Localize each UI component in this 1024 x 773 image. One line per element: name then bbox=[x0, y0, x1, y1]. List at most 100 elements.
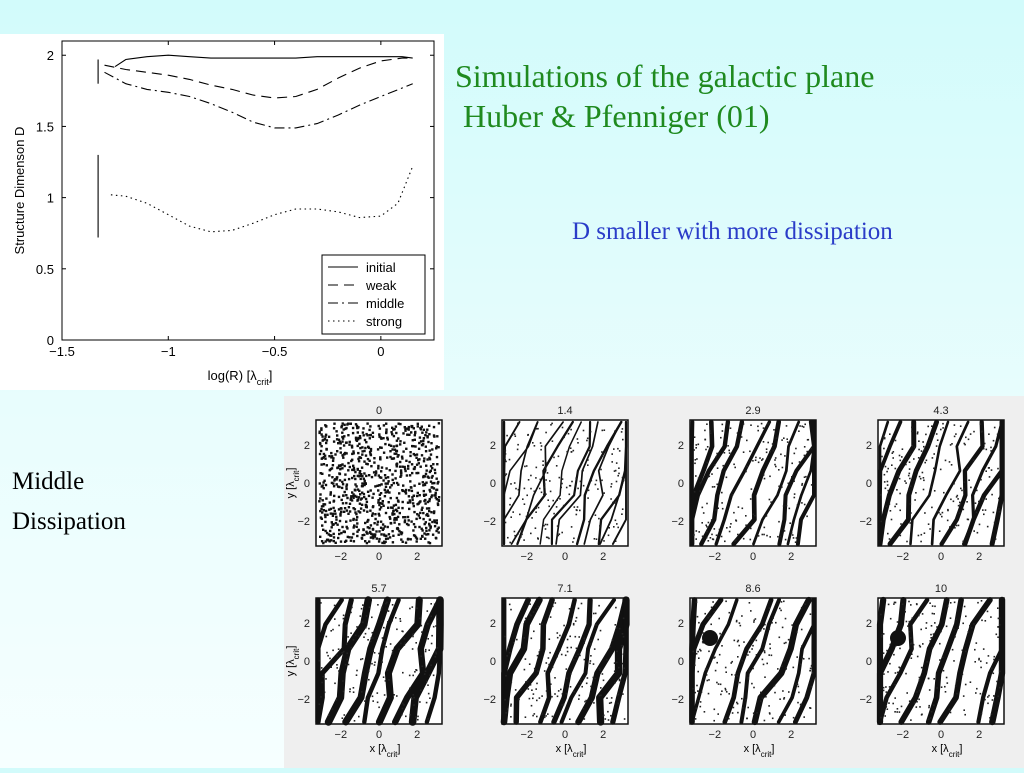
particle bbox=[766, 662, 768, 665]
particle bbox=[953, 660, 955, 662]
particle bbox=[380, 533, 383, 536]
particle bbox=[428, 529, 431, 532]
particle bbox=[378, 530, 381, 533]
particle bbox=[615, 627, 618, 629]
particle bbox=[763, 651, 766, 654]
particle bbox=[708, 679, 710, 681]
particle bbox=[373, 535, 377, 538]
particle bbox=[417, 471, 420, 475]
particle bbox=[401, 630, 403, 632]
particle bbox=[600, 694, 602, 697]
particle bbox=[401, 489, 404, 492]
particle bbox=[553, 456, 555, 459]
particle bbox=[913, 446, 916, 449]
particle bbox=[887, 671, 889, 673]
particle bbox=[750, 527, 752, 530]
particle bbox=[589, 660, 592, 662]
particle bbox=[509, 497, 512, 500]
particle bbox=[370, 465, 373, 468]
particle bbox=[504, 453, 507, 455]
particle bbox=[373, 522, 376, 525]
particle bbox=[592, 663, 595, 665]
particle bbox=[328, 540, 331, 543]
particle bbox=[425, 507, 429, 510]
particle bbox=[337, 648, 340, 650]
particle bbox=[383, 694, 386, 696]
particle bbox=[511, 434, 514, 436]
particle bbox=[612, 501, 614, 504]
particle bbox=[335, 699, 338, 701]
particle bbox=[387, 533, 391, 536]
particle bbox=[339, 514, 342, 517]
particle bbox=[346, 658, 348, 661]
particle bbox=[589, 662, 591, 665]
particle bbox=[325, 678, 327, 680]
particle bbox=[435, 488, 439, 491]
particle bbox=[788, 691, 790, 693]
particle bbox=[339, 512, 342, 515]
particle bbox=[412, 523, 416, 526]
particle bbox=[425, 431, 428, 434]
particle bbox=[437, 480, 440, 484]
particle bbox=[924, 512, 926, 514]
particle bbox=[389, 455, 392, 459]
particle bbox=[386, 438, 389, 441]
particle bbox=[386, 482, 389, 485]
particle bbox=[739, 429, 742, 432]
particle bbox=[711, 538, 714, 540]
particle bbox=[946, 682, 949, 684]
particle bbox=[384, 641, 386, 643]
particle bbox=[332, 499, 336, 502]
particle bbox=[881, 634, 883, 636]
particle bbox=[603, 429, 606, 431]
particle bbox=[391, 426, 394, 429]
particle bbox=[757, 461, 760, 464]
particle bbox=[408, 433, 411, 436]
particle bbox=[374, 661, 376, 664]
particle bbox=[701, 506, 704, 509]
particle bbox=[370, 532, 373, 536]
particle bbox=[741, 507, 744, 510]
particle bbox=[424, 445, 427, 448]
particle bbox=[998, 659, 1000, 661]
particle bbox=[377, 464, 380, 468]
particle bbox=[757, 429, 759, 432]
particle bbox=[760, 700, 762, 702]
particle bbox=[413, 510, 416, 514]
particle bbox=[570, 451, 573, 453]
snapshot-y-tick-label: 2 bbox=[490, 440, 496, 452]
snapshot-x-tick-label: 0 bbox=[562, 551, 568, 563]
particle bbox=[598, 667, 601, 670]
particle bbox=[338, 670, 340, 672]
particle bbox=[393, 448, 397, 451]
particle bbox=[615, 462, 618, 464]
particle bbox=[340, 486, 344, 490]
particle bbox=[424, 650, 427, 653]
particle bbox=[714, 604, 717, 607]
particle bbox=[564, 654, 567, 657]
particle bbox=[549, 651, 551, 654]
particle bbox=[377, 489, 380, 492]
filament bbox=[575, 420, 623, 546]
particle bbox=[324, 540, 327, 543]
particle bbox=[759, 652, 761, 655]
particle bbox=[412, 635, 414, 638]
particle bbox=[319, 509, 322, 513]
particle bbox=[512, 511, 514, 513]
particle bbox=[709, 430, 712, 432]
particle bbox=[618, 627, 621, 630]
particle bbox=[919, 477, 922, 480]
particle bbox=[415, 463, 419, 466]
particle bbox=[357, 451, 360, 455]
particle bbox=[537, 538, 539, 540]
particle bbox=[918, 644, 921, 647]
particle bbox=[957, 524, 960, 527]
particle bbox=[545, 536, 548, 539]
particle bbox=[381, 637, 384, 639]
particle bbox=[523, 539, 525, 541]
particle bbox=[372, 537, 375, 540]
particle bbox=[598, 694, 601, 697]
particle bbox=[803, 476, 806, 478]
particle bbox=[746, 439, 748, 442]
particle bbox=[341, 525, 344, 529]
